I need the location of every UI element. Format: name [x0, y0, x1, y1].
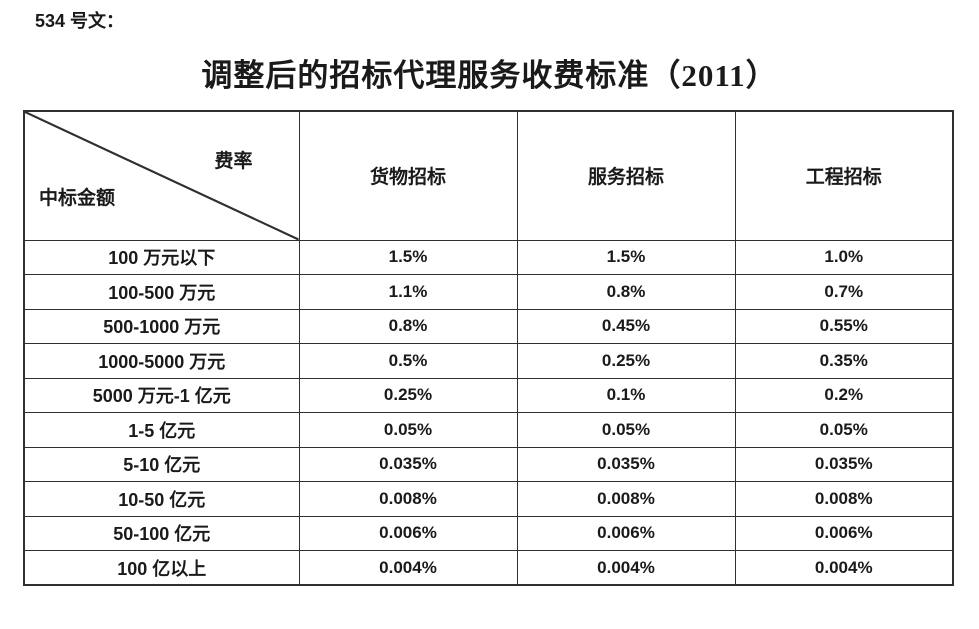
corner-label-amount: 中标金额	[39, 188, 116, 209]
rate-value-cell: 0.2%	[734, 377, 954, 413]
table-row: 50-100 亿元 0.006% 0.006% 0.006%	[23, 515, 954, 551]
rate-value-cell: 0.05%	[734, 412, 954, 448]
row-label-amount-tier: 100 亿以上	[23, 550, 300, 586]
column-header-engineering: 工程招标	[734, 110, 954, 241]
table-row: 1-5 亿元 0.05% 0.05% 0.05%	[23, 412, 954, 448]
diagonal-divider-line	[25, 112, 299, 240]
table-row: 100 亿以上 0.004% 0.004% 0.004%	[23, 550, 954, 586]
rate-value-cell: 0.004%	[734, 550, 954, 586]
rate-value-cell: 0.05%	[298, 412, 518, 448]
table-row: 100-500 万元 1.1% 0.8% 0.7%	[23, 274, 954, 310]
table-row: 5000 万元-1 亿元 0.25% 0.1% 0.2%	[23, 377, 954, 413]
rate-value-cell: 0.1%	[516, 377, 736, 413]
row-label-amount-tier: 50-100 亿元	[23, 515, 300, 551]
table-header-row: 费率 中标金额 货物招标 服务招标 工程招标	[23, 110, 954, 241]
rate-value-cell: 0.035%	[734, 446, 954, 482]
table-body: 100 万元以下 1.5% 1.5% 1.0% 100-500 万元 1.1% 0.8% 0.…	[23, 239, 954, 586]
table-row: 100 万元以下 1.5% 1.5% 1.0%	[23, 239, 954, 275]
rate-value-cell: 0.25%	[298, 377, 518, 413]
rate-value-cell: 0.5%	[298, 343, 518, 379]
rate-value-cell: 0.7%	[734, 274, 954, 310]
table-row: 10-50 亿元 0.008% 0.008% 0.008%	[23, 481, 954, 517]
fee-rate-table: 费率 中标金额 货物招标 服务招标 工程招标 100 万元以下 1.5% 1.5% 1…	[23, 110, 954, 586]
row-label-amount-tier: 100 万元以下	[23, 239, 300, 275]
table-row: 5-10 亿元 0.035% 0.035% 0.035%	[23, 446, 954, 482]
row-label-amount-tier: 10-50 亿元	[23, 481, 300, 517]
rate-value-cell: 0.008%	[734, 481, 954, 517]
table-row: 1000-5000 万元 0.5% 0.25% 0.35%	[23, 343, 954, 379]
page-title: 调整后的招标代理服务收费标准（2011）	[201, 58, 778, 93]
row-label-amount-tier: 5000 万元-1 亿元	[23, 377, 300, 413]
doc-number-label: 534 号文：	[35, 11, 125, 31]
rate-value-cell: 0.035%	[298, 446, 518, 482]
column-header-goods: 货物招标	[298, 110, 518, 241]
rate-value-cell: 0.008%	[298, 481, 518, 517]
table-row: 500-1000 万元 0.8% 0.45% 0.55%	[23, 308, 954, 344]
row-label-amount-tier: 1-5 亿元	[23, 412, 300, 448]
rate-value-cell: 1.5%	[298, 239, 518, 275]
rate-value-cell: 0.008%	[516, 481, 736, 517]
rate-value-cell: 0.55%	[734, 308, 954, 344]
row-label-amount-tier: 1000-5000 万元	[23, 343, 300, 379]
rate-value-cell: 0.45%	[516, 308, 736, 344]
rate-value-cell: 1.1%	[298, 274, 518, 310]
rate-value-cell: 0.006%	[734, 515, 954, 551]
corner-cell: 费率 中标金额	[23, 110, 300, 241]
rate-value-cell: 0.004%	[298, 550, 518, 586]
rate-value-cell: 0.8%	[298, 308, 518, 344]
rate-value-cell: 0.05%	[516, 412, 736, 448]
rate-value-cell: 0.35%	[734, 343, 954, 379]
rate-value-cell: 0.8%	[516, 274, 736, 310]
rate-value-cell: 0.006%	[298, 515, 518, 551]
row-label-amount-tier: 100-500 万元	[23, 274, 300, 310]
column-header-services: 服务招标	[516, 110, 736, 241]
rate-value-cell: 0.006%	[516, 515, 736, 551]
rate-value-cell: 0.25%	[516, 343, 736, 379]
corner-label-rate: 费率	[214, 151, 253, 172]
rate-value-cell: 1.0%	[734, 239, 954, 275]
rate-value-cell: 0.004%	[516, 550, 736, 586]
row-label-amount-tier: 500-1000 万元	[23, 308, 300, 344]
rate-value-cell: 0.035%	[516, 446, 736, 482]
rate-value-cell: 1.5%	[516, 239, 736, 275]
row-label-amount-tier: 5-10 亿元	[23, 446, 300, 482]
